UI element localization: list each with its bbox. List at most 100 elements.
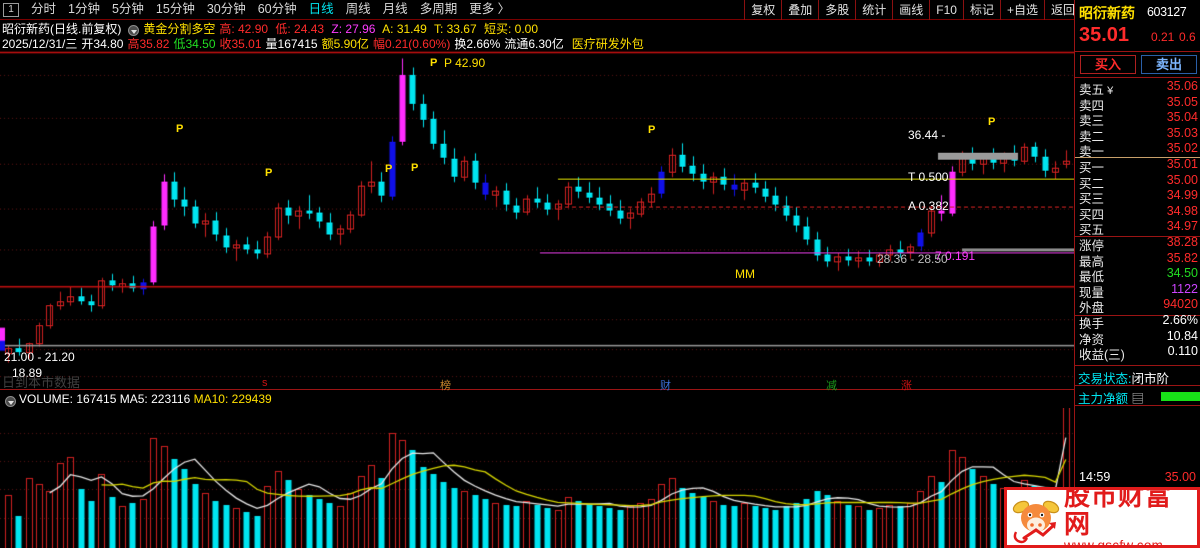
ask-value: 35.06: [1166, 79, 1198, 93]
site-logo: 股市财富网 www.gscfw.com: [1004, 487, 1200, 548]
stat-row[interactable]: 现量 1122: [1075, 281, 1200, 300]
mini-marker-0: s: [262, 377, 268, 389]
p-marker: P: [385, 163, 393, 175]
chart-watermark: 日到本市数据: [2, 375, 81, 390]
toolbar-button-4[interactable]: 画线: [892, 0, 931, 20]
chevron-down-icon[interactable]: [5, 395, 16, 407]
price-change: 0.21: [1151, 30, 1175, 44]
ask-label: 卖五 ¥: [1079, 83, 1114, 97]
price-change-percent: 0.6: [1179, 30, 1196, 44]
period-tab-7[interactable]: 周线: [345, 2, 371, 16]
period-tab-1[interactable]: 1分钟: [68, 2, 100, 16]
metric-label: 净资: [1079, 332, 1105, 347]
ask-row[interactable]: 卖五 ¥ 35.06: [1075, 79, 1200, 97]
indicator-name[interactable]: 黄金分割多空: [143, 21, 216, 36]
divider: [1075, 236, 1200, 237]
divider: [1075, 315, 1200, 316]
metric-value: 10.84: [1166, 328, 1198, 343]
period-tab-8[interactable]: 月线: [382, 2, 408, 16]
stat-row[interactable]: 外盘 94020: [1075, 297, 1200, 315]
chevron-down-icon[interactable]: [128, 24, 140, 36]
period-tab-2[interactable]: 5分钟: [111, 2, 144, 16]
toolbar-right-buttons: 复权 叠加 多股 统计 画线 F10 标记 +自选 返回: [744, 0, 1082, 20]
bid-row[interactable]: 买四 34.98: [1075, 204, 1200, 222]
period-tabs: 分时 1分钟 5分钟 15分钟 30分钟 60分钟 日线 周线 月线 多周期 更多 〉: [25, 0, 516, 19]
ma5-value: 223116: [151, 392, 191, 406]
ask-value: 35.03: [1166, 125, 1198, 140]
period-tab-0[interactable]: 分时: [31, 2, 57, 16]
ohlc-field-7: 换2.66%: [454, 36, 501, 51]
list-icon[interactable]: ▤: [1131, 392, 1145, 406]
toolbar-button-3[interactable]: 统计: [855, 0, 894, 20]
toolbar-button-0[interactable]: 复权: [744, 0, 783, 20]
ask-bid-divider: [1075, 157, 1200, 158]
ask-row[interactable]: 卖三 35.04: [1075, 110, 1200, 128]
metric-label: 换手: [1079, 317, 1105, 331]
divider: [1075, 365, 1200, 366]
period-tab-6[interactable]: 日线: [308, 2, 334, 16]
stat-row[interactable]: 涨停 38.28: [1075, 235, 1200, 253]
indicator-field-3: A: 31.49: [379, 21, 427, 36]
stats-rows: 涨停 38.28 最高 35.82 最低 34.50 现量 1122 外盘 94020: [1075, 234, 1200, 315]
mini-marker-4: 涨: [901, 380, 912, 392]
ask-row[interactable]: 卖二 35.03: [1075, 125, 1200, 144]
ohlc-field-3: 收35.01: [219, 36, 262, 51]
period-tab-9[interactable]: 多周期: [419, 2, 458, 16]
stat-label: 最低: [1079, 270, 1105, 285]
stat-value: 94020: [1163, 297, 1198, 312]
bid-row[interactable]: 买二 35.00: [1075, 173, 1200, 191]
sector-label[interactable]: 医疗研发外包: [571, 36, 644, 51]
mini-marker-3: 减: [826, 380, 837, 392]
stat-row[interactable]: 最低 34.50: [1075, 266, 1200, 285]
bid-label: 买二: [1079, 176, 1105, 191]
tick-price: 35.00: [1164, 470, 1196, 484]
toolbar-button-2[interactable]: 多股: [818, 0, 857, 20]
indicator-field-2: Z: 27.96: [328, 21, 376, 36]
toolbar-button-1[interactable]: 叠加: [781, 0, 820, 20]
trade-status-value: 闭市阶: [1131, 372, 1169, 386]
stat-row[interactable]: 最高 35.82: [1075, 251, 1200, 269]
p-marker: P: [988, 116, 996, 128]
ohlc-field-1: 高35.82: [127, 36, 170, 51]
bid-row[interactable]: 买三 34.99: [1075, 188, 1200, 206]
ask-row[interactable]: 卖一 35.02: [1075, 141, 1200, 159]
bid-row[interactable]: 买一 35.01: [1075, 157, 1200, 175]
price-candlestick-chart[interactable]: [0, 50, 1074, 390]
metric-row[interactable]: 换手 2.66%: [1075, 313, 1200, 331]
metric-row[interactable]: 收益(三) 0.110: [1075, 344, 1200, 362]
logo-url-text: www.gscfw.com: [1064, 537, 1164, 548]
quote-header: 昭衍新药 603127 35.01 0.21 0.6: [1075, 0, 1200, 52]
toolbar-button-7[interactable]: +自选: [999, 0, 1045, 20]
main-net-row: 主力净额 ▤: [1075, 388, 1144, 407]
bid-value: 34.99: [1166, 188, 1198, 203]
main-net-bar: [1161, 392, 1200, 401]
indicator-values: 高: 42.90 低: 24.43 Z: 27.96 A: 31.49 T: 3…: [219, 20, 542, 37]
period-tab-10[interactable]: 更多 〉: [469, 2, 511, 16]
volume-chart[interactable]: [0, 408, 1074, 548]
period-tab-4[interactable]: 30分钟: [206, 2, 246, 16]
metric-row[interactable]: 净资 10.84: [1075, 328, 1200, 347]
sell-button[interactable]: 卖出: [1141, 55, 1197, 74]
ohlc-values: 开34.80 高35.82 低34.50 收35.01 量167415 额5.90亿 幅0.…: [81, 35, 567, 52]
toolbar-button-6[interactable]: 标记: [962, 0, 1001, 20]
toolbar-button-5[interactable]: F10: [929, 0, 964, 20]
ask-row[interactable]: 卖四 35.05: [1075, 94, 1200, 113]
bar-date: 2025/12/31/三: [2, 36, 78, 51]
volume-label: VOLUME:: [19, 392, 74, 406]
metric-value: 0.110: [1167, 344, 1198, 359]
p-marker: P: [430, 57, 438, 69]
ask-value: 35.05: [1166, 94, 1198, 109]
buy-button[interactable]: 买入: [1080, 55, 1136, 74]
stat-value: 1122: [1171, 281, 1198, 296]
bid-label: 买四: [1079, 207, 1105, 222]
bid-value: 35.01: [1166, 157, 1198, 171]
bid-row[interactable]: 买五 34.97: [1075, 219, 1200, 237]
ohlc-field-5: 额5.90亿: [321, 36, 369, 51]
period-tab-3[interactable]: 15分钟: [155, 2, 195, 16]
period-tab-5[interactable]: 60分钟: [257, 2, 297, 16]
stat-value: 38.28: [1166, 235, 1198, 249]
bid-label: 买一: [1079, 161, 1105, 175]
chart-title: 昭衍新药(日线.前复权): [2, 21, 122, 36]
window-badge[interactable]: 1: [3, 2, 19, 17]
